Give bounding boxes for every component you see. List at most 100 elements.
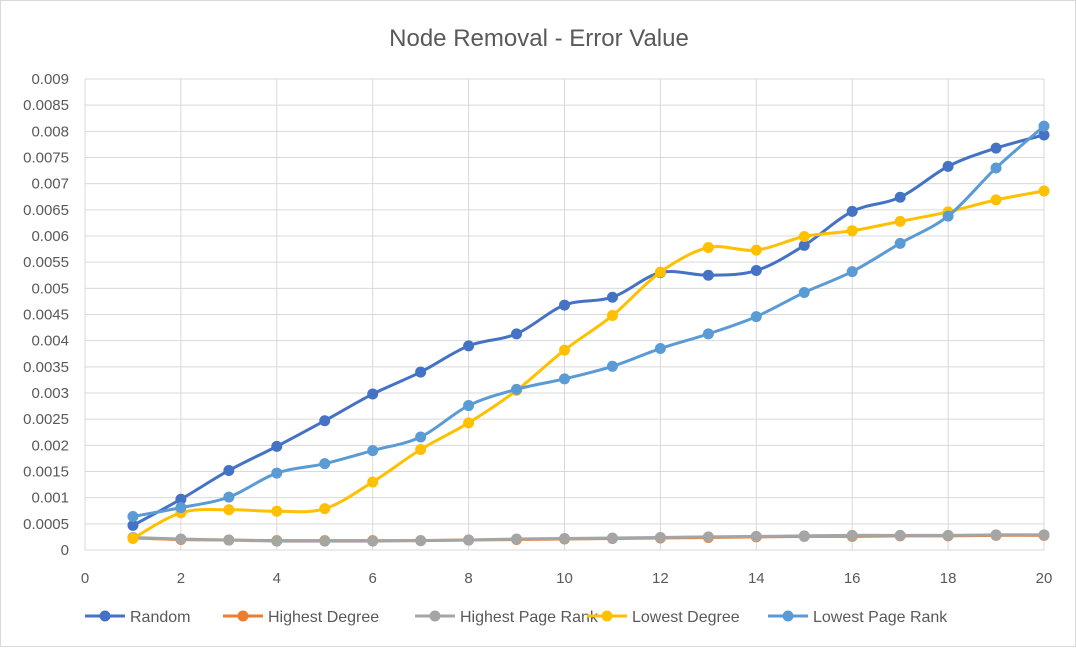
x-tick-label: 0 bbox=[81, 570, 89, 587]
data-point bbox=[606, 360, 618, 372]
x-tick-label: 12 bbox=[652, 570, 669, 587]
data-point bbox=[271, 440, 283, 452]
data-point bbox=[463, 534, 475, 546]
y-tick-label: 0.002 bbox=[31, 437, 69, 454]
data-point bbox=[990, 194, 1002, 206]
y-tick-label: 0.008 bbox=[31, 123, 69, 140]
data-point bbox=[127, 511, 139, 523]
y-tick-label: 0.005 bbox=[31, 280, 69, 297]
legend: Random Highest Degree Highest Page Rank Low… bbox=[85, 609, 948, 626]
data-point bbox=[942, 529, 954, 541]
legend-entry: Highest Degree bbox=[223, 609, 379, 626]
series-layer bbox=[127, 120, 1050, 547]
data-point bbox=[798, 530, 810, 542]
series-random bbox=[127, 129, 1050, 531]
data-point bbox=[846, 205, 858, 217]
y-tick-label: 0.004 bbox=[31, 333, 69, 350]
data-point bbox=[175, 533, 187, 545]
data-point bbox=[175, 502, 187, 514]
y-tick-label: 0.0065 bbox=[23, 202, 69, 219]
data-point bbox=[559, 344, 570, 356]
series-lowest-page-rank bbox=[127, 120, 1050, 523]
data-point bbox=[990, 142, 1002, 154]
data-point bbox=[894, 215, 906, 227]
data-point bbox=[511, 383, 523, 395]
data-point bbox=[750, 311, 762, 323]
data-point bbox=[367, 445, 379, 457]
y-tick-label: 0.001 bbox=[31, 490, 69, 507]
legend-marker bbox=[99, 610, 111, 622]
data-point bbox=[846, 266, 858, 278]
data-point bbox=[127, 532, 139, 544]
data-point bbox=[415, 535, 427, 547]
legend-entry: Highest Page Rank bbox=[415, 609, 599, 626]
x-tick-label: 8 bbox=[464, 570, 472, 587]
data-point bbox=[1038, 185, 1050, 197]
x-tick-label: 6 bbox=[369, 570, 377, 587]
data-point bbox=[750, 244, 762, 256]
data-point bbox=[702, 328, 714, 340]
data-point bbox=[127, 519, 139, 531]
legend-entry: Lowest Page Rank bbox=[768, 609, 948, 626]
x-tick-label: 18 bbox=[940, 570, 957, 587]
gridlines bbox=[84, 78, 1045, 551]
y-tick-label: 0.006 bbox=[31, 228, 69, 245]
y-tick-label: 0.0085 bbox=[23, 97, 69, 114]
data-point bbox=[942, 160, 954, 172]
data-point bbox=[511, 533, 523, 545]
data-point bbox=[463, 340, 475, 352]
data-point bbox=[367, 476, 379, 488]
data-point bbox=[271, 535, 283, 547]
data-point bbox=[223, 464, 235, 476]
data-point bbox=[606, 291, 618, 303]
axis-tick-labels: 0 0.0005 0.001 0.0015 0.002 0.0025 0.003 0.0035… bbox=[23, 71, 1052, 587]
y-tick-label: 0.0055 bbox=[23, 254, 69, 271]
data-point bbox=[463, 417, 475, 429]
legend-marker bbox=[429, 610, 441, 622]
series-lowest-degree bbox=[127, 185, 1050, 544]
data-point bbox=[750, 265, 762, 277]
y-tick-label: 0 bbox=[61, 542, 69, 559]
legend-label: Highest Degree bbox=[268, 609, 379, 626]
y-tick-label: 0.007 bbox=[31, 176, 69, 193]
data-point bbox=[702, 242, 714, 254]
legend-label: Highest Page Rank bbox=[460, 609, 599, 626]
series-highest-page-rank bbox=[127, 529, 1050, 547]
x-tick-label: 20 bbox=[1036, 570, 1053, 587]
x-tick-label: 16 bbox=[844, 570, 861, 587]
data-point bbox=[175, 493, 187, 505]
data-point bbox=[415, 366, 427, 378]
data-point bbox=[702, 269, 714, 281]
data-point bbox=[511, 328, 523, 340]
y-tick-label: 0.003 bbox=[31, 385, 69, 402]
data-point bbox=[559, 373, 570, 385]
data-point bbox=[654, 531, 666, 543]
series-line bbox=[132, 124, 1045, 518]
legend-label: Lowest Page Rank bbox=[813, 609, 948, 626]
data-point bbox=[846, 529, 858, 541]
data-point bbox=[319, 415, 331, 427]
data-point bbox=[990, 529, 1002, 541]
data-point bbox=[415, 444, 427, 456]
data-point bbox=[894, 237, 906, 249]
data-point bbox=[319, 458, 331, 470]
data-point bbox=[223, 491, 235, 503]
data-point bbox=[271, 505, 283, 517]
data-point bbox=[1038, 120, 1050, 132]
data-point bbox=[1038, 129, 1050, 141]
data-point bbox=[319, 503, 331, 515]
data-point bbox=[894, 191, 906, 203]
x-tick-label: 4 bbox=[273, 570, 281, 587]
data-point bbox=[702, 531, 714, 543]
data-point bbox=[271, 467, 283, 479]
data-point bbox=[750, 530, 762, 542]
data-point bbox=[367, 535, 379, 547]
data-point bbox=[798, 239, 810, 251]
data-point bbox=[559, 532, 570, 544]
chart-title: Node Removal - Error Value bbox=[389, 25, 689, 52]
legend-marker bbox=[782, 610, 794, 622]
data-point bbox=[798, 231, 810, 243]
y-tick-label: 0.0035 bbox=[23, 359, 69, 376]
data-point bbox=[846, 225, 858, 237]
